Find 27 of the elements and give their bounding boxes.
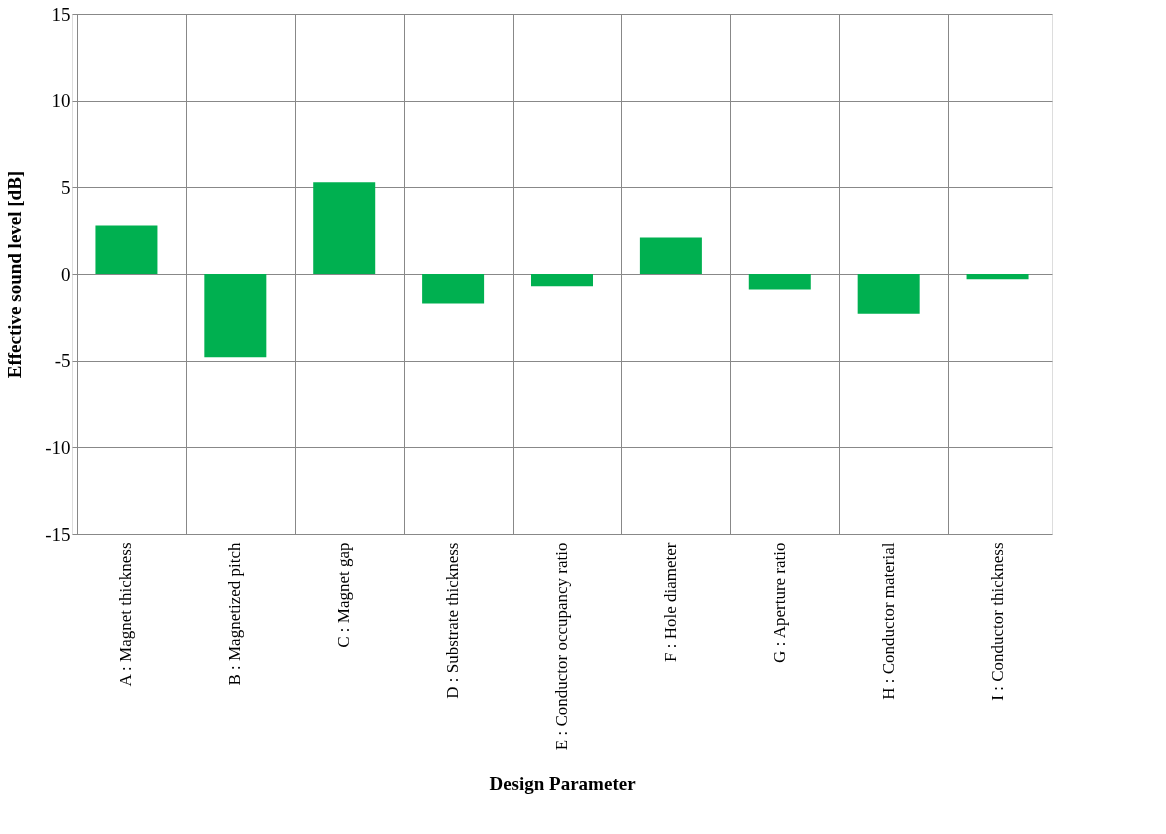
x-tick-label: E : Conductor occupancy ratio xyxy=(552,542,571,751)
y-tick-label: 15 xyxy=(51,3,71,25)
y-tick-label: -15 xyxy=(45,523,71,545)
x-tick-label: D : Substrate thickness xyxy=(443,542,463,699)
x-tick-label: I : Conductor thickness xyxy=(987,542,1007,701)
bar xyxy=(204,274,267,358)
y-tick-label: -5 xyxy=(54,350,71,372)
bar xyxy=(966,274,1029,280)
y-tick-label: 5 xyxy=(61,176,71,198)
bar xyxy=(748,274,811,290)
x-axis-title: Design Parameter xyxy=(489,772,637,794)
x-tick-label: H : Conductor material xyxy=(878,542,898,700)
x-tick-label: G : Aperture ratio xyxy=(769,542,789,663)
bar xyxy=(95,225,158,274)
x-tick-label: B : Magnetized pitch xyxy=(225,542,245,686)
bar xyxy=(313,182,376,274)
y-tick-label: 10 xyxy=(51,90,71,112)
x-tick-label: F : Hole diameter xyxy=(660,542,680,662)
bar xyxy=(422,274,485,304)
x-tick-label: A : Magnet thickness xyxy=(116,542,136,687)
y-tick-label: -10 xyxy=(45,436,71,458)
y-axis-title: Effective sound level [dB] xyxy=(4,170,26,379)
bar xyxy=(857,274,920,314)
bar xyxy=(531,274,593,287)
x-tick-label: C : Magnet gap xyxy=(334,542,354,648)
bar xyxy=(639,237,702,274)
y-tick-label: 0 xyxy=(61,263,71,285)
